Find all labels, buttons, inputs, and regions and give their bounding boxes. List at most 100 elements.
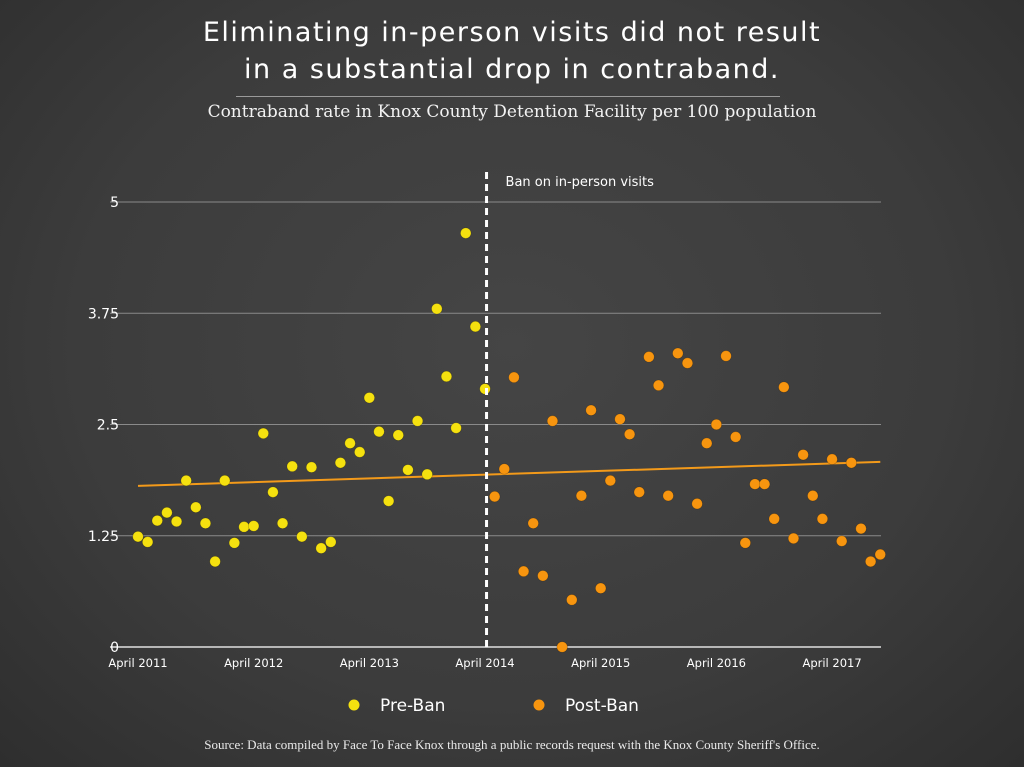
series-pre-ban [132, 227, 491, 568]
x-axis-ticks: April 2011 April 2012 April 2013 April 2014… [108, 656, 861, 670]
post-ban-point [566, 594, 578, 606]
post-ban-point [604, 474, 616, 487]
pre-ban-point [402, 464, 414, 476]
post-ban-point [855, 523, 867, 535]
post-ban-point [845, 457, 857, 469]
pre-ban-point [248, 520, 260, 532]
pre-ban-point [238, 521, 250, 533]
trend-line [137, 460, 881, 487]
pre-ban-point [431, 303, 443, 315]
source-note: Source: Data compiled by Face To Face Kn… [204, 737, 820, 752]
post-ban-point [778, 381, 790, 393]
post-ban-point [652, 379, 665, 391]
pre-ban-point [267, 486, 279, 498]
post-ban-point [672, 347, 684, 359]
post-ban-point [768, 513, 780, 525]
pre-ban-point [354, 446, 366, 458]
ban-annotation-label: Ban on in-person visits [506, 175, 655, 190]
pre-ban-point [334, 457, 347, 469]
pre-ban-point [170, 515, 183, 528]
y-tick-label: 1.25 [88, 529, 119, 545]
x-tick-label: April 2017 [802, 656, 861, 670]
post-ban-point [517, 565, 530, 577]
pre-ban-point [363, 392, 375, 404]
legend-pre-ban-label: Pre-Ban [380, 696, 445, 716]
pre-ban-point [460, 227, 472, 239]
post-ban-point [662, 490, 674, 502]
x-tick-label: April 2011 [108, 656, 167, 670]
post-ban-point [508, 371, 520, 383]
post-ban-point [701, 437, 713, 449]
post-ban-point [643, 351, 655, 363]
post-ban-point [797, 449, 809, 461]
post-ban-point [710, 418, 723, 431]
post-ban-point [758, 478, 771, 490]
legend-pre-ban-marker [348, 699, 360, 711]
chart-title: Eliminating in-person visits did not res… [0, 14, 1024, 88]
pre-ban-point [180, 474, 192, 487]
chart-subtitle: Contraband rate in Knox County Detention… [207, 102, 817, 122]
pre-ban-point [286, 460, 298, 472]
x-tick-label: April 2013 [340, 656, 399, 670]
post-ban-point [498, 463, 510, 475]
pre-ban-point [421, 468, 433, 480]
points-layer [132, 227, 886, 653]
y-tick-label: 5 [110, 195, 119, 211]
pre-ban-point [305, 461, 318, 473]
post-ban-point [681, 357, 694, 369]
post-ban-point [787, 532, 800, 545]
post-ban-point [527, 517, 539, 529]
post-ban-point [749, 478, 761, 490]
pre-ban-point [315, 542, 327, 554]
post-ban-point [585, 404, 597, 416]
legend-post-ban-marker [533, 699, 545, 711]
title-divider [236, 96, 780, 97]
pre-ban-point [411, 415, 424, 427]
pre-ban-point [469, 321, 482, 333]
title-line-2: in a substantial drop in contraband. [244, 54, 780, 85]
x-tick-label: April 2016 [687, 656, 746, 670]
post-ban-point [807, 490, 819, 502]
pre-ban-point [392, 429, 404, 441]
legend-post-ban-label: Post-Ban [565, 696, 639, 716]
pre-ban-point [373, 426, 385, 438]
pre-ban-point [277, 517, 289, 529]
post-ban-point [546, 415, 559, 427]
pre-ban-point [450, 422, 462, 434]
y-tick-label: 2.5 [97, 418, 119, 434]
pre-ban-point [161, 507, 173, 519]
pre-ban-point [199, 517, 212, 529]
x-tick-label: April 2014 [455, 656, 514, 670]
post-ban-point [595, 582, 607, 594]
x-tick-label: April 2015 [571, 656, 630, 670]
post-ban-point [489, 490, 501, 503]
pre-ban-point [209, 555, 221, 568]
pre-ban-point [440, 370, 453, 383]
pre-ban-point [325, 536, 337, 548]
x-tick-label: April 2012 [224, 656, 283, 670]
gridlines [110, 201, 881, 648]
annotation-layer: Ban on in-person visits [485, 172, 655, 647]
pre-ban-point [296, 531, 308, 543]
pre-ban-point [257, 427, 269, 440]
post-ban-point [575, 490, 588, 502]
post-ban-point [537, 570, 549, 582]
post-ban-point [556, 641, 568, 653]
pre-ban-point [344, 437, 356, 449]
post-ban-point [826, 453, 838, 465]
post-ban-point [874, 548, 886, 561]
pre-ban-point [383, 495, 395, 507]
title-line-1: Eliminating in-person visits did not res… [202, 17, 822, 48]
post-ban-point [730, 431, 742, 443]
post-ban-point [720, 350, 732, 362]
post-ban-point [816, 513, 829, 525]
y-tick-label: 3.75 [88, 306, 119, 322]
pre-ban-point [190, 501, 202, 513]
post-ban-point [836, 535, 848, 547]
pre-ban-point [132, 531, 144, 543]
post-ban-point [633, 486, 645, 498]
series-post-ban [489, 347, 886, 653]
trend-layer [137, 460, 881, 487]
legend: Pre-Ban Post-Ban [348, 696, 639, 716]
